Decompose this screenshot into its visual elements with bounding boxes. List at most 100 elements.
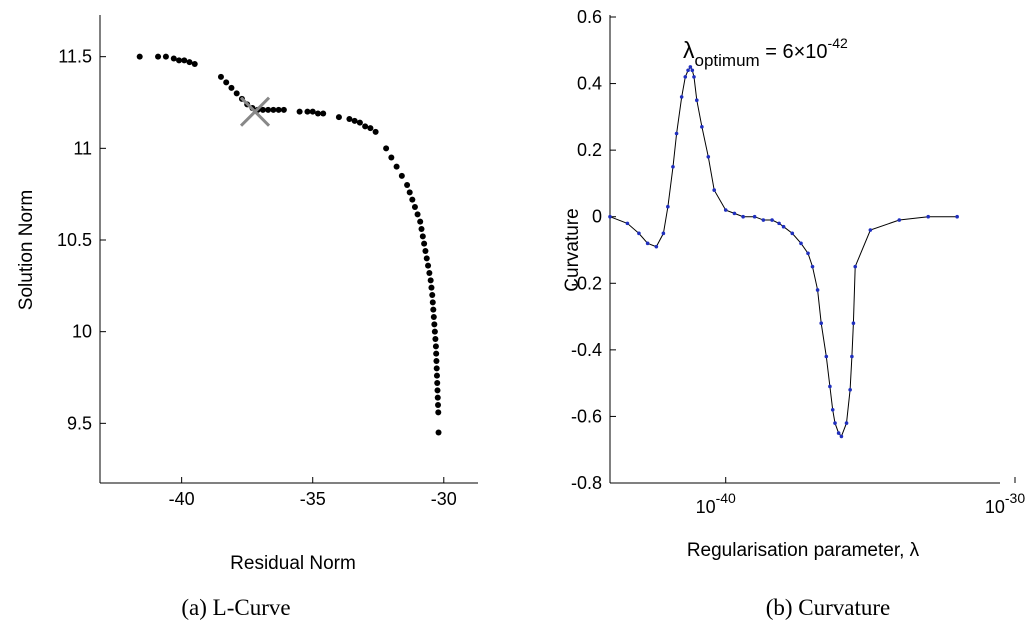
curvature-point xyxy=(868,228,873,232)
l-curve-point xyxy=(304,108,311,115)
l-curve-point xyxy=(388,154,395,161)
l-curve-point xyxy=(418,226,425,232)
l-curve-point xyxy=(383,145,390,152)
l-curve-y-tick-label: 10.5 xyxy=(57,230,92,250)
annotation-exponent: -42 xyxy=(828,35,848,51)
l-curve-point xyxy=(259,106,266,113)
annotation-equals-text: = 6×10 xyxy=(760,41,828,63)
curvature-point xyxy=(694,98,699,103)
caption-right: (b) Curvature xyxy=(766,595,891,620)
annotation-subscript: optimum xyxy=(695,51,760,70)
curvature-point xyxy=(706,155,711,159)
l-curve-point xyxy=(351,117,358,124)
curvature-point xyxy=(836,431,841,435)
l-curve-point xyxy=(434,394,441,401)
l-curve-point xyxy=(421,240,428,247)
l-curve-point xyxy=(162,53,169,60)
l-curve-point xyxy=(406,189,413,196)
l-curve-point xyxy=(428,284,435,291)
l-curve-point xyxy=(432,336,439,342)
curvature-point xyxy=(645,241,650,246)
curvature-point xyxy=(625,221,630,226)
curvature-point xyxy=(692,75,696,79)
tick-base: 10 xyxy=(985,497,1005,517)
curvature-point xyxy=(833,421,837,425)
l-curve-point xyxy=(362,123,369,130)
l-curve-point xyxy=(335,114,342,121)
l-curve-xlabel: Residual Norm xyxy=(230,553,356,574)
l-curve-x-tick-label: -35 xyxy=(300,489,326,509)
l-curve-ylabel: Solution Norm xyxy=(16,190,37,310)
tick-exponent: -30 xyxy=(1005,490,1025,506)
curvature-y-tick-label: -0.8 xyxy=(571,473,602,493)
curvature-point xyxy=(666,204,670,209)
l-curve-point xyxy=(430,314,437,320)
curvature-point xyxy=(608,214,612,219)
annotation-lambda-symbol: λ xyxy=(683,37,695,63)
curvature-x-tick-label: 10-30 xyxy=(985,490,1025,517)
l-curve-point xyxy=(431,328,438,335)
l-curve-point xyxy=(136,53,143,60)
curvature-point xyxy=(839,434,844,439)
l-curve-x-ticks: -40 -35 -30 xyxy=(169,477,457,509)
curvature-point xyxy=(683,75,688,79)
curvature-point xyxy=(828,384,832,389)
curvature-point xyxy=(661,231,666,236)
curvature-point xyxy=(897,218,902,222)
l-curve-point xyxy=(223,79,230,86)
curvature-point xyxy=(690,68,695,73)
curvature-point xyxy=(770,218,774,222)
curvature-point xyxy=(654,244,659,249)
curvature-y-ticks: -0.8 -0.6 -0.4 -0.2 0 0.2 0.4 0.6 xyxy=(571,7,616,493)
curvature-point xyxy=(761,218,766,222)
curvature-y-tick-label: -0.4 xyxy=(571,340,602,360)
l-curve-point xyxy=(434,380,441,386)
l-curve-point xyxy=(431,321,438,328)
l-curve-y-ticks: 9.5 10 10.5 11 11.5 xyxy=(57,47,106,433)
l-curve-x-tick-label: -30 xyxy=(431,489,457,509)
l-curve-point xyxy=(346,116,353,122)
l-curve-optimum-marker xyxy=(239,96,271,127)
l-curve-point xyxy=(270,106,277,113)
curvature-point xyxy=(723,208,728,212)
l-curve-point xyxy=(217,73,224,80)
curvature-point xyxy=(806,251,810,256)
l-curve-point xyxy=(280,106,287,113)
l-curve-point xyxy=(430,306,437,313)
l-curve-point xyxy=(265,106,272,113)
curvature-point xyxy=(752,214,757,219)
l-curve-point xyxy=(233,90,240,97)
l-curve-point xyxy=(228,84,235,91)
curvature-point xyxy=(712,188,717,192)
l-curve-point xyxy=(423,255,430,262)
l-curve-point xyxy=(186,59,193,66)
l-curve-point xyxy=(393,163,400,170)
curvature-point xyxy=(799,241,803,246)
curvature-y-tick-label: 0.6 xyxy=(577,7,602,27)
curvature-x-ticks: 10 -40 10-30 xyxy=(696,477,1025,517)
l-curve-point xyxy=(422,248,429,254)
l-curve-x-tick-label: -40 xyxy=(169,489,195,509)
curvature-point xyxy=(851,321,856,326)
l-curve-point xyxy=(181,57,188,64)
curvature-point xyxy=(824,354,829,359)
curvature-point xyxy=(853,264,858,269)
l-curve-y-tick-label: 10 xyxy=(72,322,92,342)
curvature-point xyxy=(700,125,704,129)
curvature-point xyxy=(830,407,835,412)
l-curve-point xyxy=(417,218,424,225)
l-curve-point xyxy=(429,299,436,306)
curvature-point xyxy=(850,354,854,359)
tick-exponent: -40 xyxy=(716,490,736,506)
l-curve-point xyxy=(275,106,282,113)
l-curve-point xyxy=(433,372,440,379)
l-curve-point xyxy=(414,211,421,218)
l-curve-point xyxy=(411,204,418,210)
curvature-point xyxy=(781,224,786,229)
l-curve-point xyxy=(419,233,426,240)
curvature-point xyxy=(674,131,679,136)
l-curve-point xyxy=(433,365,440,372)
l-curve-point xyxy=(435,409,442,416)
curvature-series-points xyxy=(608,65,959,439)
